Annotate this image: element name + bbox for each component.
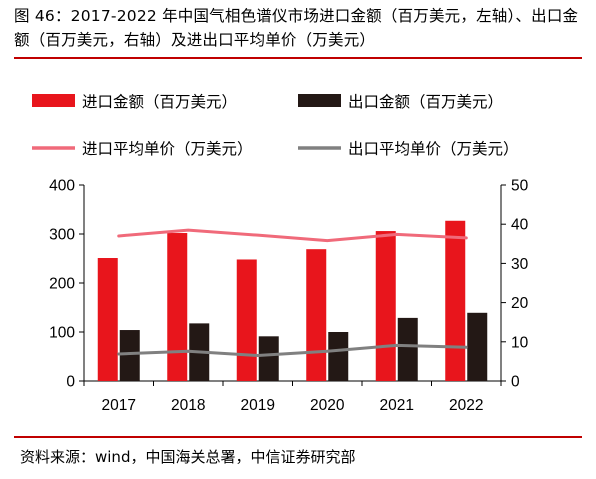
x-tick-label: 2020	[310, 397, 345, 414]
legend-export-amount-label: 出口金额（百万美元）	[348, 93, 503, 111]
import-bar	[375, 231, 396, 381]
legend: 进口金额（百万美元） 出口金额（百万美元） 进口平均单价（万美元） 出口平均单价（万美…	[32, 93, 519, 158]
right-tick-label: 0	[511, 374, 520, 391]
right-tick-label: 10	[511, 334, 529, 351]
source-rule	[14, 436, 582, 438]
import-bar	[167, 233, 188, 381]
export-bar	[397, 317, 418, 381]
import-bar	[306, 249, 327, 381]
bars	[97, 220, 488, 381]
import-bar	[97, 258, 118, 381]
x-tick-label: 2018	[171, 397, 205, 414]
import-bar	[236, 259, 257, 381]
left-tick-label: 400	[49, 178, 75, 195]
export-bar	[328, 332, 349, 381]
legend-export-amount-swatch	[298, 94, 341, 107]
left-tick-label: 200	[49, 276, 75, 293]
left-tick-label: 300	[49, 227, 75, 244]
left-tick-label: 0	[66, 374, 75, 391]
import-price-line	[117, 228, 468, 243]
legend-import-price-label: 进口平均单价（万美元）	[82, 140, 253, 158]
export-price-line	[117, 343, 468, 358]
left-tick-label: 100	[49, 325, 75, 342]
legend-import-amount-label: 进口金额（百万美元）	[82, 93, 237, 111]
right-tick-label: 50	[511, 178, 529, 195]
title-rule	[14, 57, 582, 59]
source-note: 资料来源：wind，中国海关总署，中信证券研究部	[20, 448, 356, 466]
export-bar	[467, 312, 488, 381]
right-tick-label: 40	[511, 217, 529, 234]
export-bar	[119, 330, 140, 381]
x-tick-label: 2017	[102, 397, 136, 414]
legend-export-price-label: 出口平均单价（万美元）	[348, 140, 519, 158]
figure-title: 图 46：2017-2022 年中国气相色谱仪市场进口金额（百万美元，左轴）、出…	[14, 7, 579, 49]
legend-import-amount-swatch	[32, 94, 75, 107]
right-tick-label: 20	[511, 295, 529, 312]
lines	[117, 228, 468, 358]
x-tick-label: 2021	[380, 397, 414, 414]
x-tick-label: 2019	[241, 397, 275, 414]
axes: 0 100 200 300 400 0 10 20 30 40 50 2017 2018 2019 2020…	[49, 178, 528, 415]
right-tick-label: 30	[511, 256, 529, 273]
import-bar	[445, 220, 466, 381]
x-tick-label: 2022	[449, 397, 483, 414]
export-bar	[258, 336, 279, 381]
